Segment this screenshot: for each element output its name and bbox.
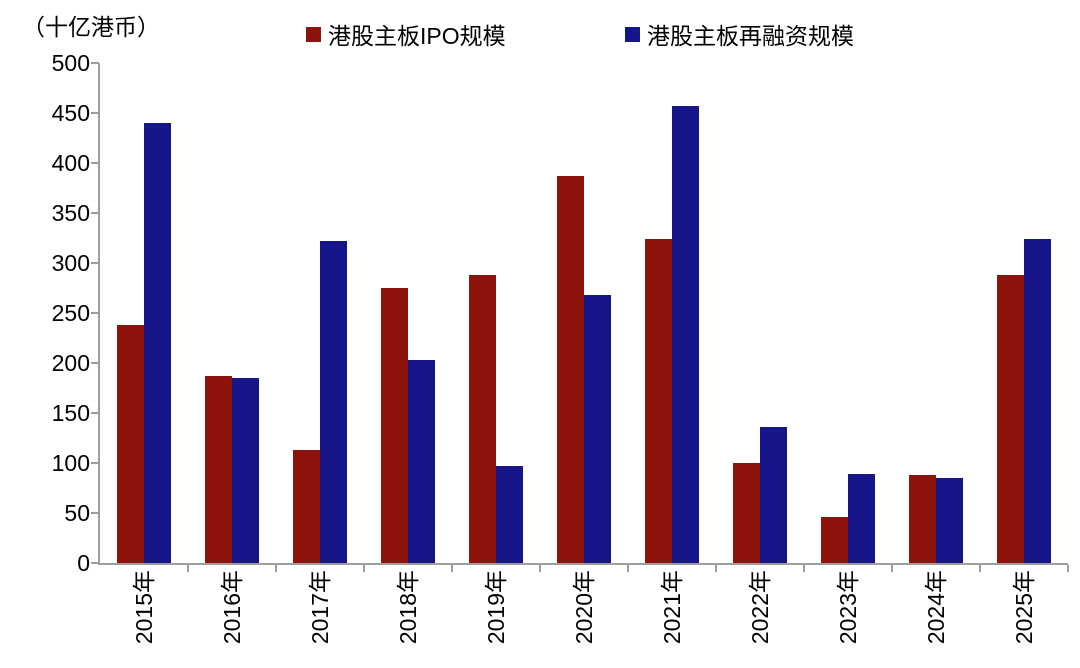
x-axis-label-2018年: 2018年 [395,570,421,645]
y-axis-tick-label: 250 [51,300,90,326]
y-axis-tick [91,112,99,114]
bar-refinancing-2016年 [232,378,259,563]
y-axis-tick-label: 450 [51,100,90,126]
bar-refinancing-2017年 [320,241,347,563]
x-axis-label-2015年: 2015年 [131,570,157,645]
x-axis-tick [539,565,541,572]
legend-swatch-refinancing [625,26,640,42]
legend-item-ipo: 港股主板IPO规模 [306,18,506,50]
bar-ipo-2020年 [557,176,584,563]
y-axis-tick [91,162,99,164]
legend-swatch-ipo [306,26,321,42]
x-axis-tick [187,565,189,572]
legend-label-ipo: 港股主板IPO规模 [328,23,506,49]
y-axis-tick [91,62,99,64]
x-axis-tick [715,565,717,572]
y-axis-tick [91,362,99,364]
y-axis-tick [91,262,99,264]
bar-ipo-2018年 [381,288,408,563]
bar-refinancing-2018年 [408,360,435,563]
y-axis-tick [91,412,99,414]
bar-refinancing-2019年 [496,466,523,563]
bar-refinancing-2022年 [760,427,787,563]
x-axis-tick [891,565,893,572]
legend: 港股主板IPO规模 港股主板再融资规模 [0,18,1080,50]
x-axis-tick [451,565,453,572]
y-axis-tick-label: 500 [51,50,90,76]
x-axis-tick [1067,565,1069,572]
y-axis-tick-label: 300 [51,250,90,276]
bar-ipo-2024年 [909,475,936,563]
y-axis-tick [91,562,99,564]
x-axis-label-2022年: 2022年 [747,570,773,645]
bar-ipo-2019年 [469,275,496,563]
y-axis-tick-label: 0 [77,550,90,576]
x-axis-tick [979,565,981,572]
bar-ipo-2022年 [733,463,760,563]
bar-ipo-2015年 [117,325,144,563]
bar-refinancing-2021年 [672,106,699,563]
x-axis-tick [803,565,805,572]
plot-area: 0 50 100 150 200 250 300 350 400 450 500 2015年 2016年… [52,51,1069,644]
y-axis-tick-label: 50 [64,500,90,526]
bar-refinancing-2025年 [1024,239,1051,563]
y-axis-tick [91,212,99,214]
y-axis-tick-label: 150 [51,400,90,426]
x-axis-label-2025年: 2025年 [1011,570,1037,645]
y-axis-tick [91,512,99,514]
x-axis-label-2021年: 2021年 [659,570,685,645]
bar-ipo-2021年 [645,239,672,563]
bar-refinancing-2023年 [848,474,875,563]
bar-ipo-2023年 [821,517,848,563]
x-axis-label-2024年: 2024年 [923,570,949,645]
y-axis-unit-label: （十亿港币） [22,14,160,40]
bar-refinancing-2020年 [584,295,611,563]
x-axis-tick [275,565,277,572]
legend-label-refinancing: 港股主板再融资规模 [647,23,854,49]
x-axis-tick [627,565,629,572]
y-axis-tick [91,312,99,314]
x-axis-label-2020年: 2020年 [571,570,597,645]
x-axis-label-2023年: 2023年 [835,570,861,645]
x-axis-label-2017年: 2017年 [307,570,333,645]
legend-item-refinancing: 港股主板再融资规模 [625,18,854,50]
bar-ipo-2016年 [205,376,232,563]
x-axis-label-2016年: 2016年 [219,570,245,645]
x-axis-tick [363,565,365,572]
y-axis-tick-label: 400 [51,150,90,176]
x-axis-label-2019年: 2019年 [483,570,509,645]
y-axis-tick-label: 350 [51,200,90,226]
y-axis-tick [91,462,99,464]
y-axis-tick-label: 200 [51,350,90,376]
y-axis-tick-label: 100 [51,450,90,476]
bar-ipo-2017年 [293,450,320,563]
bar-refinancing-2024年 [936,478,963,563]
bar-ipo-2025年 [997,275,1024,563]
bar-refinancing-2015年 [144,123,171,563]
